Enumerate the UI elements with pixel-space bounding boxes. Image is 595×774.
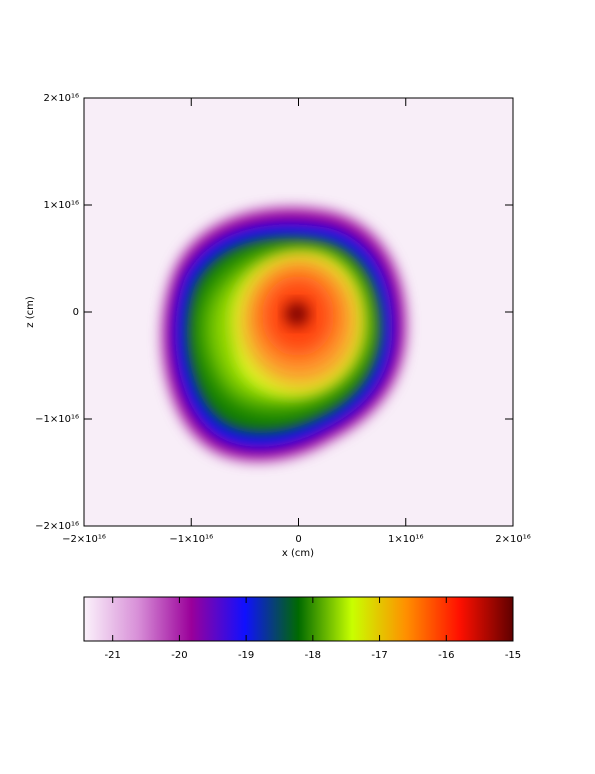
x-tick-label: 0 <box>295 534 301 545</box>
colorbar <box>83 596 514 642</box>
x-tick-label: −2×10¹⁶ <box>62 534 106 545</box>
y-tick-label: 0 <box>73 307 79 318</box>
colorbar-tick-label: -21 <box>105 650 121 661</box>
colorbar-tick-label: -19 <box>238 650 254 661</box>
y-axis-label: z (cm) <box>25 296 36 328</box>
x-tick-label: 1×10¹⁶ <box>388 534 423 545</box>
colorbar-tick-label: -15 <box>505 650 521 661</box>
y-tick-label: 1×10¹⁶ <box>44 200 79 211</box>
colorbar-tick-label: -17 <box>371 650 387 661</box>
y-tick-label: −2×10¹⁶ <box>35 521 79 532</box>
y-tick-label: −1×10¹⁶ <box>35 414 79 425</box>
colorbar-tick-label: -20 <box>171 650 187 661</box>
colorbar-tick-label: -18 <box>305 650 321 661</box>
x-axis-label: x (cm) <box>282 548 314 559</box>
colorbar-tick-label: -16 <box>438 650 454 661</box>
x-tick-label: −1×10¹⁶ <box>169 534 213 545</box>
y-tick-label: 2×10¹⁶ <box>44 93 79 104</box>
density-image <box>162 208 406 461</box>
x-tick-label: 2×10¹⁶ <box>495 534 530 545</box>
